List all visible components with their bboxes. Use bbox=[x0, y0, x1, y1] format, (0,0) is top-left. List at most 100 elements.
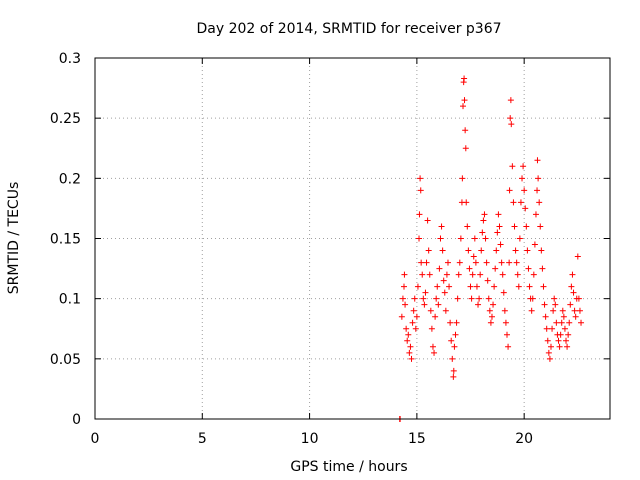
data-point bbox=[485, 295, 492, 302]
data-point bbox=[462, 127, 469, 134]
data-point bbox=[497, 241, 504, 248]
data-point bbox=[466, 265, 473, 272]
data-point bbox=[508, 121, 515, 128]
data-point bbox=[451, 343, 458, 350]
data-point bbox=[446, 283, 453, 290]
data-point bbox=[419, 271, 426, 278]
data-point bbox=[578, 319, 585, 326]
y-tick-label: 0.25 bbox=[50, 111, 81, 127]
data-point bbox=[401, 283, 407, 290]
data-point bbox=[499, 271, 506, 278]
data-point bbox=[440, 277, 447, 284]
data-point bbox=[434, 283, 441, 290]
data-point bbox=[452, 331, 459, 338]
data-point bbox=[422, 289, 429, 296]
data-point bbox=[550, 307, 557, 314]
data-point bbox=[410, 307, 417, 314]
x-axis-label: GPS time / hours bbox=[290, 459, 407, 475]
data-point bbox=[438, 223, 445, 230]
data-point bbox=[479, 229, 486, 236]
data-point bbox=[492, 265, 499, 272]
data-point bbox=[482, 235, 489, 242]
data-point bbox=[563, 337, 570, 344]
data-point bbox=[556, 343, 563, 350]
data-point bbox=[553, 319, 560, 326]
y-tick-label: 0.15 bbox=[50, 232, 81, 248]
y-tick-label: 0.2 bbox=[59, 171, 81, 187]
data-point bbox=[494, 229, 501, 236]
data-point bbox=[403, 325, 410, 332]
data-point bbox=[450, 367, 457, 374]
data-point bbox=[576, 307, 583, 314]
data-point bbox=[512, 247, 519, 254]
data-point bbox=[501, 307, 508, 314]
data-point bbox=[461, 97, 468, 104]
data-point bbox=[496, 223, 503, 230]
data-point bbox=[547, 343, 554, 350]
data-point bbox=[409, 319, 416, 326]
data-point bbox=[564, 343, 571, 350]
data-point bbox=[481, 211, 488, 218]
data-point bbox=[536, 199, 543, 206]
data-point bbox=[509, 163, 516, 170]
data-point bbox=[467, 283, 474, 290]
data-point bbox=[401, 271, 408, 278]
data-point bbox=[535, 175, 542, 182]
data-point bbox=[560, 313, 567, 320]
data-point bbox=[454, 295, 461, 302]
data-point bbox=[574, 253, 581, 260]
data-point bbox=[424, 217, 431, 224]
data-point bbox=[493, 247, 500, 254]
data-point bbox=[511, 223, 518, 230]
data-point bbox=[429, 343, 436, 350]
data-point bbox=[488, 313, 495, 320]
data-point bbox=[408, 355, 415, 362]
data-point bbox=[418, 259, 425, 266]
data-point bbox=[464, 223, 471, 230]
data-point bbox=[480, 217, 487, 224]
data-point bbox=[406, 349, 413, 356]
data-point bbox=[465, 247, 472, 254]
data-point bbox=[456, 259, 463, 266]
data-point bbox=[442, 307, 449, 314]
data-point bbox=[545, 349, 552, 356]
data-point bbox=[524, 247, 531, 254]
data-point bbox=[540, 283, 547, 290]
data-point bbox=[529, 295, 536, 302]
data-points bbox=[396, 75, 585, 422]
data-point bbox=[411, 295, 418, 302]
data-point bbox=[500, 289, 507, 296]
data-point bbox=[572, 313, 579, 320]
data-point bbox=[514, 271, 521, 278]
data-point bbox=[402, 301, 409, 308]
data-point bbox=[561, 325, 568, 332]
data-point bbox=[506, 259, 513, 266]
data-point bbox=[526, 283, 533, 290]
data-point bbox=[502, 319, 509, 326]
data-point bbox=[543, 325, 550, 332]
data-point bbox=[519, 175, 526, 182]
data-point bbox=[441, 289, 448, 296]
data-point bbox=[475, 301, 482, 308]
data-point bbox=[426, 271, 433, 278]
data-point bbox=[416, 211, 423, 218]
data-point bbox=[507, 115, 514, 122]
data-point bbox=[549, 325, 556, 332]
data-point bbox=[463, 199, 470, 206]
data-point bbox=[428, 325, 435, 332]
data-point bbox=[473, 283, 480, 290]
data-point bbox=[432, 313, 439, 320]
data-point bbox=[487, 319, 494, 326]
data-point bbox=[513, 259, 520, 266]
data-point bbox=[507, 97, 514, 104]
data-point bbox=[405, 331, 412, 338]
x-tick-label: 15 bbox=[408, 431, 426, 447]
data-point bbox=[404, 337, 411, 344]
data-point bbox=[506, 187, 513, 194]
data-point bbox=[525, 265, 532, 272]
data-point bbox=[449, 355, 456, 362]
data-point bbox=[534, 157, 541, 164]
tick-labels: 0 5 10 15 20 0 0.05 0.1 0.15 0.2 0.25 0.3 bbox=[50, 51, 533, 447]
data-point bbox=[417, 187, 424, 194]
data-point bbox=[510, 199, 517, 206]
